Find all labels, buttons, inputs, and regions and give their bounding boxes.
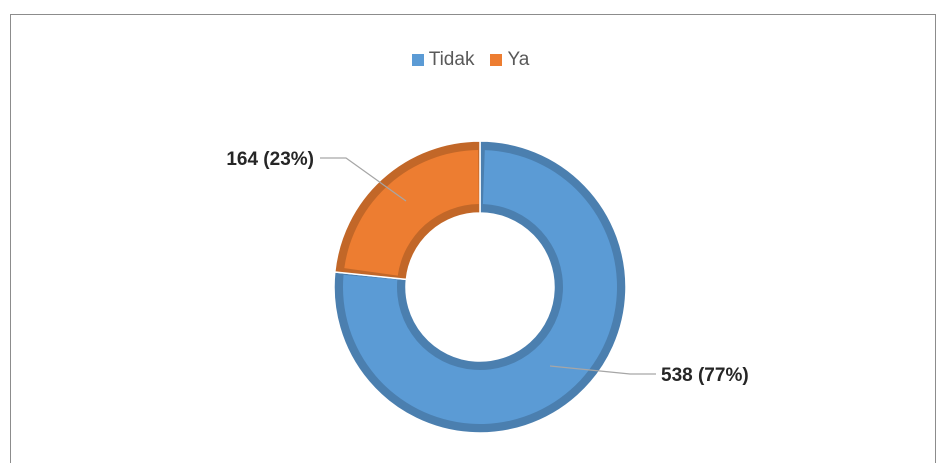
data-label-tidak: 538 (77%) xyxy=(661,365,749,386)
chart-border-top xyxy=(10,14,936,15)
donut-slice-tidak-fill xyxy=(343,150,617,424)
leader-line-ya xyxy=(320,157,407,202)
legend-label-ya: Ya xyxy=(507,49,530,70)
chart-border-left xyxy=(10,14,11,463)
legend-item-tidak: Tidak xyxy=(411,49,475,71)
legend-swatch-tidak xyxy=(411,54,424,66)
chart-legend: Tidak Ya xyxy=(0,48,941,72)
legend-label-tidak: Tidak xyxy=(428,49,475,70)
chart-border-right xyxy=(935,14,936,463)
legend-swatch-ya xyxy=(490,54,503,66)
legend-item-ya: Ya xyxy=(490,49,529,71)
data-label-ya: 164 (23%) xyxy=(226,149,314,170)
leader-line-tidak xyxy=(549,365,656,375)
donut-slice-ya-fill xyxy=(344,150,479,276)
